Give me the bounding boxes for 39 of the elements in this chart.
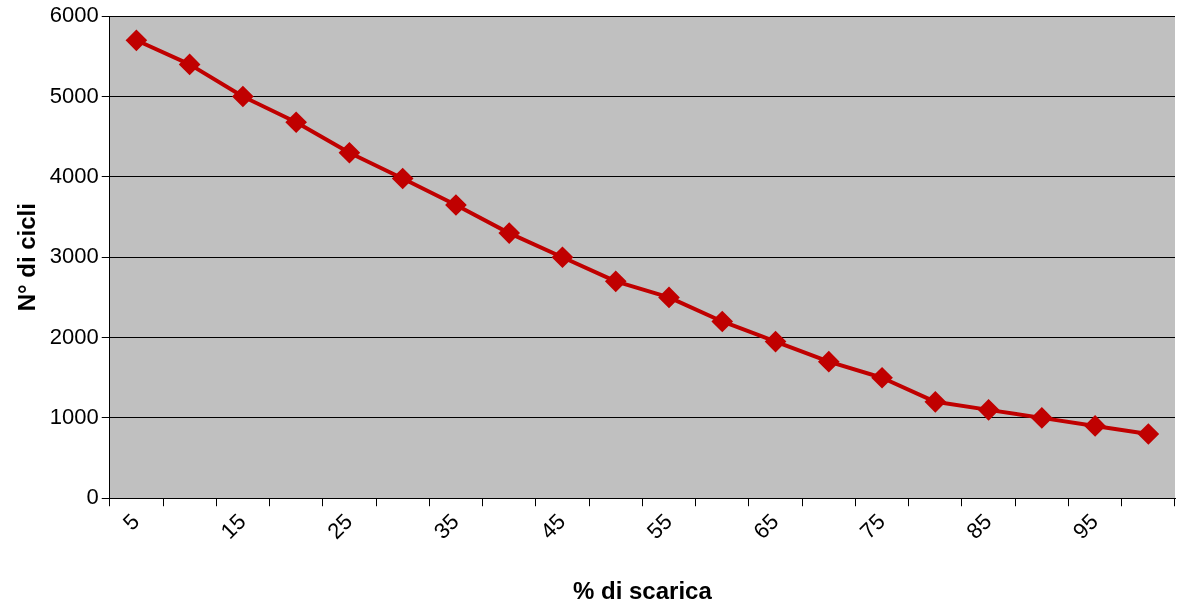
point [126, 30, 147, 51]
point [872, 367, 893, 388]
x-tick-label: 35 [428, 508, 464, 544]
y-axis-title: N° di cicli [13, 203, 41, 312]
y-tick-label: 4000 [49, 162, 99, 188]
point [605, 271, 626, 292]
y-tick-label: 3000 [49, 243, 99, 269]
point [179, 54, 200, 75]
y-tick-label: 2000 [49, 323, 99, 349]
point [1085, 415, 1106, 436]
y-tick-label: 5000 [49, 82, 99, 108]
point [499, 223, 520, 244]
point [552, 247, 573, 268]
y-tick-label: 0 [86, 484, 99, 510]
point [392, 168, 413, 189]
x-tick-label: 65 [748, 508, 784, 544]
point [1031, 407, 1052, 428]
point [445, 195, 466, 215]
point [978, 399, 999, 420]
point [765, 331, 786, 352]
y-tick-label: 1000 [49, 403, 99, 429]
x-tick-label: 85 [961, 508, 997, 544]
x-tick-label: 55 [641, 508, 677, 544]
x-tick-label: 45 [535, 508, 571, 544]
point [286, 112, 307, 133]
x-tick-label: 5 [117, 508, 145, 536]
point [1138, 423, 1159, 444]
point [712, 311, 733, 332]
x-tick-label: 15 [215, 508, 251, 544]
point [925, 391, 946, 412]
point [232, 86, 253, 107]
x-axis-title: % di scarica [573, 577, 713, 605]
point [339, 142, 360, 163]
y-tick-label: 6000 [49, 2, 99, 28]
x-tick-label: 75 [854, 508, 890, 544]
x-tick-label: 95 [1067, 508, 1103, 544]
x-tick-label: 25 [322, 508, 358, 544]
point [818, 351, 839, 372]
point [659, 287, 679, 308]
